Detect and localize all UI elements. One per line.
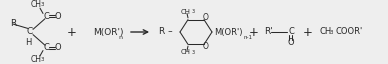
Text: CH: CH	[31, 0, 42, 9]
Text: O: O	[55, 12, 61, 21]
Text: CH: CH	[320, 28, 332, 36]
Text: CH: CH	[181, 49, 191, 55]
Text: C: C	[27, 28, 33, 36]
Text: 3: 3	[191, 50, 194, 55]
Text: C: C	[43, 12, 49, 21]
Text: n: n	[118, 35, 122, 40]
Text: 3: 3	[40, 2, 44, 7]
Text: +: +	[249, 25, 259, 39]
Text: CH: CH	[31, 55, 42, 64]
Text: 3: 3	[330, 30, 334, 34]
Text: COOR': COOR'	[335, 28, 362, 36]
Text: n-1: n-1	[243, 35, 252, 40]
Text: R –: R –	[159, 28, 173, 36]
Text: R': R'	[264, 28, 273, 36]
Text: C: C	[43, 43, 49, 52]
Text: O: O	[55, 43, 61, 52]
Text: M(OR'): M(OR')	[93, 28, 123, 36]
Text: M(OR'): M(OR')	[214, 28, 242, 36]
Text: +: +	[67, 25, 77, 39]
Text: O: O	[203, 42, 209, 51]
Text: H: H	[25, 38, 31, 47]
Text: +: +	[303, 25, 313, 39]
Text: O: O	[288, 38, 294, 47]
Text: C: C	[288, 28, 294, 36]
Text: R: R	[10, 19, 16, 28]
Text: CH: CH	[181, 9, 191, 15]
Text: 3: 3	[191, 9, 194, 14]
Text: 3: 3	[40, 57, 44, 62]
Text: O: O	[203, 13, 209, 22]
